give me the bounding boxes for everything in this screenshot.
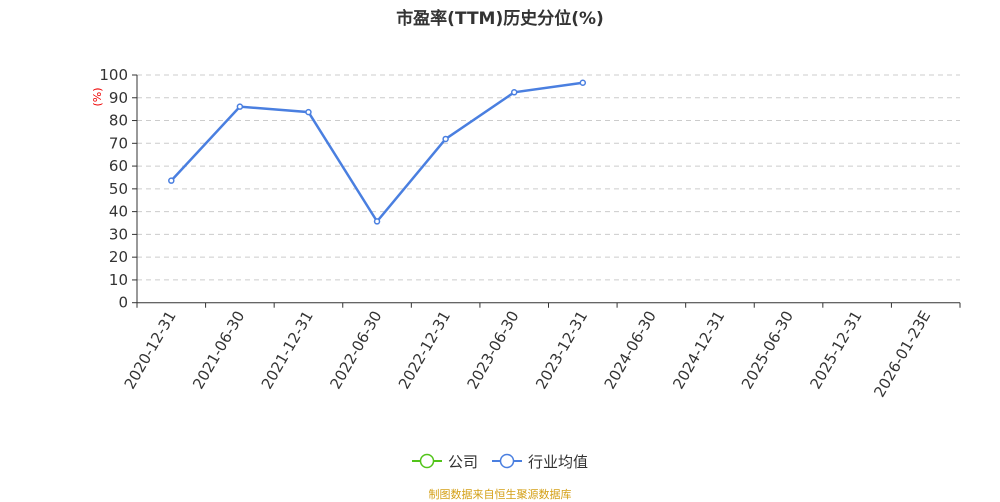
series-line bbox=[170, 81, 583, 224]
x-tick-label: 2020-12-31 bbox=[121, 308, 180, 393]
chart-title: 市盈率(TTM)历史分位(%) bbox=[396, 9, 604, 29]
y-tick-label: 100 bbox=[99, 66, 128, 84]
x-tick-label: 2024-06-30 bbox=[601, 308, 660, 393]
data-point bbox=[442, 135, 449, 143]
source-note: 制图数据来自恒生聚源数据库 bbox=[428, 488, 572, 501]
legend-marker bbox=[499, 453, 515, 469]
x-tick-label: 2023-06-30 bbox=[463, 308, 522, 393]
y-axis-label: (%) bbox=[91, 87, 104, 106]
y-tick-label: 90 bbox=[109, 89, 128, 107]
data-point bbox=[236, 103, 244, 110]
x-tick-label: 2021-12-31 bbox=[258, 308, 317, 393]
y-tick-label: 10 bbox=[109, 271, 128, 289]
x-tick-label: 2026-01-23E bbox=[870, 308, 934, 401]
y-tick-label: 40 bbox=[109, 203, 128, 221]
data-point bbox=[510, 89, 518, 96]
x-tick-label: 2021-06-30 bbox=[189, 308, 248, 393]
legend-marker bbox=[419, 453, 435, 469]
y-tick-label: 0 bbox=[118, 294, 128, 312]
x-tick-label: 2023-12-31 bbox=[532, 308, 591, 393]
y-tick-label: 80 bbox=[109, 112, 128, 130]
y-tick-label: 60 bbox=[109, 157, 128, 175]
x-tick-label: 2022-06-30 bbox=[326, 308, 385, 393]
legend-label: 行业均值 bbox=[528, 453, 588, 471]
y-tick-label: 70 bbox=[109, 134, 128, 152]
data-point bbox=[373, 218, 381, 225]
legend-label: 公司 bbox=[448, 453, 478, 471]
x-tick-label: 2025-06-30 bbox=[738, 308, 797, 393]
y-tick-label: 30 bbox=[109, 225, 128, 243]
y-tick-label: 50 bbox=[109, 180, 128, 198]
data-point bbox=[168, 177, 175, 184]
x-tick-label: 2024-12-31 bbox=[669, 308, 728, 393]
x-tick-label: 2025-12-31 bbox=[806, 308, 865, 393]
data-point bbox=[579, 79, 587, 86]
data-point bbox=[305, 108, 312, 116]
y-tick-label: 20 bbox=[109, 248, 128, 266]
x-tick-label: 2022-12-31 bbox=[395, 308, 454, 393]
